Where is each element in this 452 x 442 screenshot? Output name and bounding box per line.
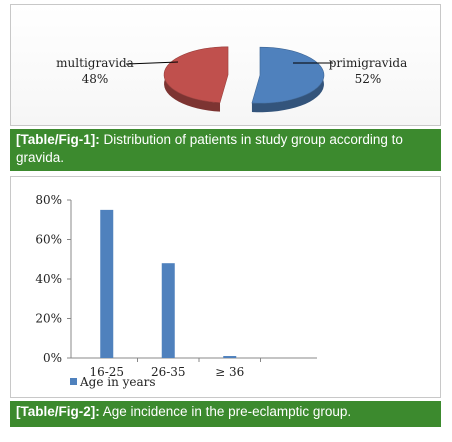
pie-chart: multigravida 48% primigravida 52% xyxy=(56,46,408,113)
figure-1-caption: [Table/Fig-1]: Distribution of patients … xyxy=(10,129,441,171)
slice-label-multigravida: multigravida xyxy=(56,56,134,70)
legend-label: Age in years xyxy=(79,375,156,389)
y-tick-label: 80% xyxy=(35,193,62,207)
figure-1-caption-tag: [Table/Fig-1]: xyxy=(16,132,100,147)
slice-label-primigravida: primigravida xyxy=(329,56,408,70)
figure-1-caption-text: Distribution of patients in study group … xyxy=(16,132,403,165)
bar-3 xyxy=(223,356,237,358)
slice-value-primigravida: 52% xyxy=(355,72,382,86)
y-tick-label: 40% xyxy=(35,272,62,286)
bar-1 xyxy=(100,209,114,358)
bar-chart: 0% 20% 40% 60% 80% 16-25 26-35 ≥ 36 Age in yea… xyxy=(35,193,317,389)
y-tick-label: 20% xyxy=(35,312,62,326)
figure-2-caption-tag: [Table/Fig-2]: xyxy=(16,404,100,419)
y-tick-label: 60% xyxy=(35,233,62,247)
x-tick-label: 16-25 xyxy=(89,365,124,379)
bar-chart-panel: 0% 20% 40% 60% 80% 16-25 26-35 ≥ 36 Age in yea… xyxy=(10,176,441,398)
pie-slice-multigravida xyxy=(163,46,229,103)
figure-2-caption-text: Age incidence in the pre-eclamptic group… xyxy=(99,404,352,419)
bar-2 xyxy=(161,263,175,358)
x-tick-label: 26-35 xyxy=(151,365,186,379)
pie-slice-primigravida xyxy=(251,46,325,104)
x-tick-label: ≥ 36 xyxy=(215,365,244,379)
figure-2-caption: [Table/Fig-2]: Age incidence in the pre-… xyxy=(10,401,441,427)
slice-value-multigravida: 48% xyxy=(82,72,109,86)
multigravida-leader-line xyxy=(125,61,179,65)
legend-swatch xyxy=(70,378,77,385)
y-tick-label: 0% xyxy=(43,351,62,365)
pie-chart-panel: multigravida 48% primigravida 52% xyxy=(10,4,441,126)
